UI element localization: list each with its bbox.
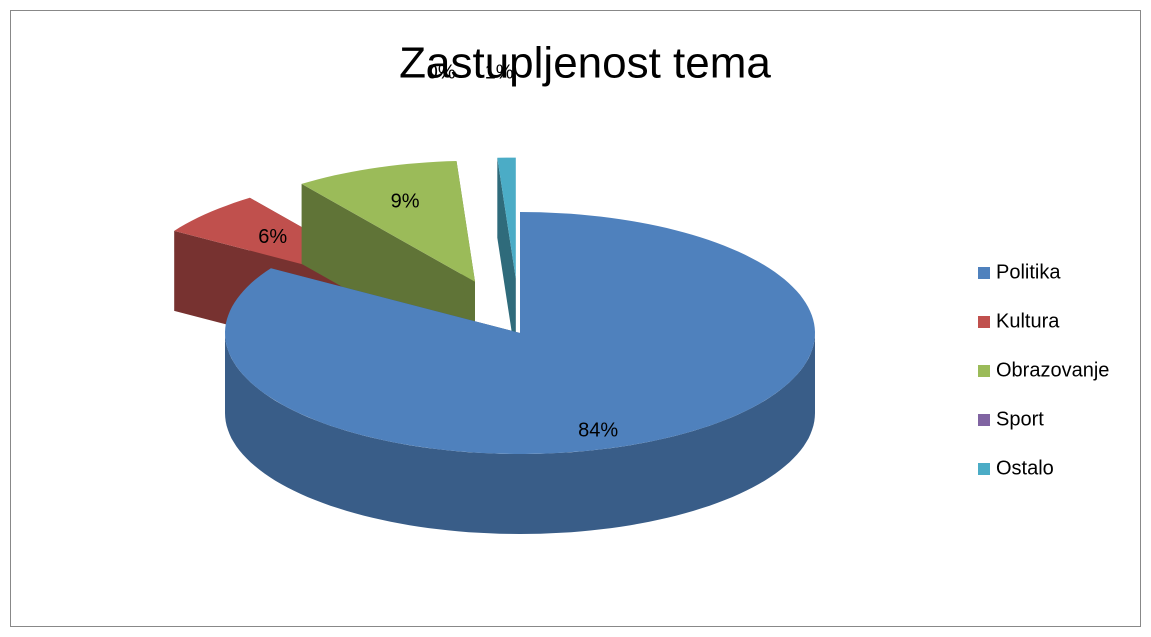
legend-label: Sport xyxy=(996,408,1044,430)
slice-top xyxy=(301,161,475,282)
legend-label: Politika xyxy=(996,261,1061,283)
legend-swatch xyxy=(978,463,990,475)
data-label: 6% xyxy=(258,226,287,248)
legend-label: Kultura xyxy=(996,310,1060,332)
legend-swatch xyxy=(978,316,990,328)
legend-swatch xyxy=(978,267,990,279)
pie-slice xyxy=(225,212,815,534)
chart-title: Zastupljenost tema xyxy=(399,39,771,88)
legend-swatch xyxy=(978,414,990,426)
data-label: 9% xyxy=(391,190,420,212)
data-label: 0% xyxy=(427,62,456,84)
legend-swatch xyxy=(978,365,990,377)
slice-wall xyxy=(497,157,516,359)
legend-label: Obrazovanje xyxy=(996,359,1109,381)
legend-label: Ostalo xyxy=(996,457,1054,479)
slice-top xyxy=(497,157,516,279)
slice-top xyxy=(225,212,815,454)
data-label: 1% xyxy=(485,61,514,83)
data-label: 84% xyxy=(578,420,618,442)
slice-side xyxy=(225,333,815,534)
pie-slice xyxy=(497,157,516,359)
